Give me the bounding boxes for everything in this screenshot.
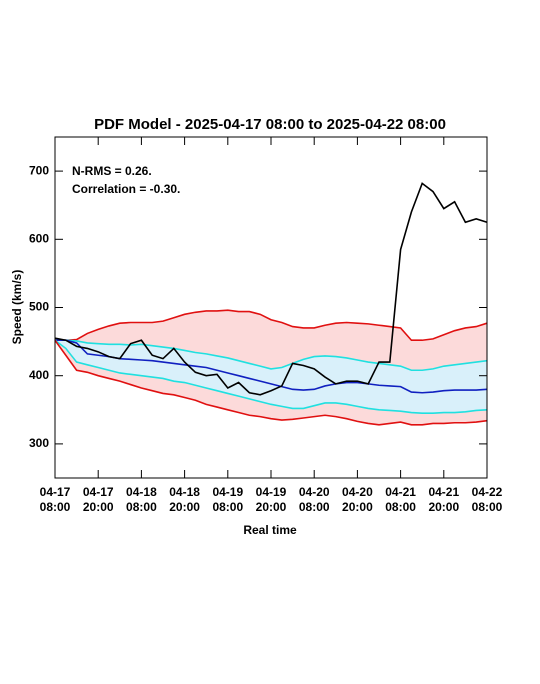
y-tick-label: 700 (29, 163, 49, 177)
series-line (54, 339, 488, 415)
series-line (54, 339, 488, 426)
series-line (55, 339, 488, 394)
y-tick-label: 600 (29, 231, 49, 245)
y-tick-label: 300 (29, 436, 49, 450)
x-tick-label: 04-21 08:00 (385, 485, 416, 514)
x-tick-label: 04-19 08:00 (212, 485, 244, 514)
annotation: N-RMS = 0.26. (72, 164, 152, 178)
x-axis-label: Real time (243, 523, 297, 537)
x-tick-label: 04-17 20:00 (82, 485, 114, 514)
annotation: Correlation = -0.30. (72, 182, 180, 196)
y-tick-label: 400 (29, 368, 49, 382)
x-tick-label: 04-20 08:00 (298, 485, 330, 514)
y-axis-label: Speed (km/s) (10, 270, 24, 345)
x-tick-label: 04-21 20:00 (428, 485, 460, 514)
chart-title: PDF Model - 2025-04-17 08:00 to 2025-04-… (94, 116, 446, 133)
x-tick-label: 04-18 08:00 (126, 485, 157, 514)
x-tick-label: 04-18 20:00 (169, 485, 200, 514)
series-line (55, 309, 488, 342)
y-tick-label: 500 (29, 300, 49, 314)
x-tick-label: 04-22 08:00 (471, 485, 503, 514)
series-line (55, 339, 488, 372)
series-line (54, 182, 488, 396)
x-tick-label: 04-19 20:00 (255, 485, 287, 514)
x-tick-label: 04-20 20:00 (342, 485, 373, 514)
x-tick-label: 04-17 08:00 (39, 485, 71, 514)
